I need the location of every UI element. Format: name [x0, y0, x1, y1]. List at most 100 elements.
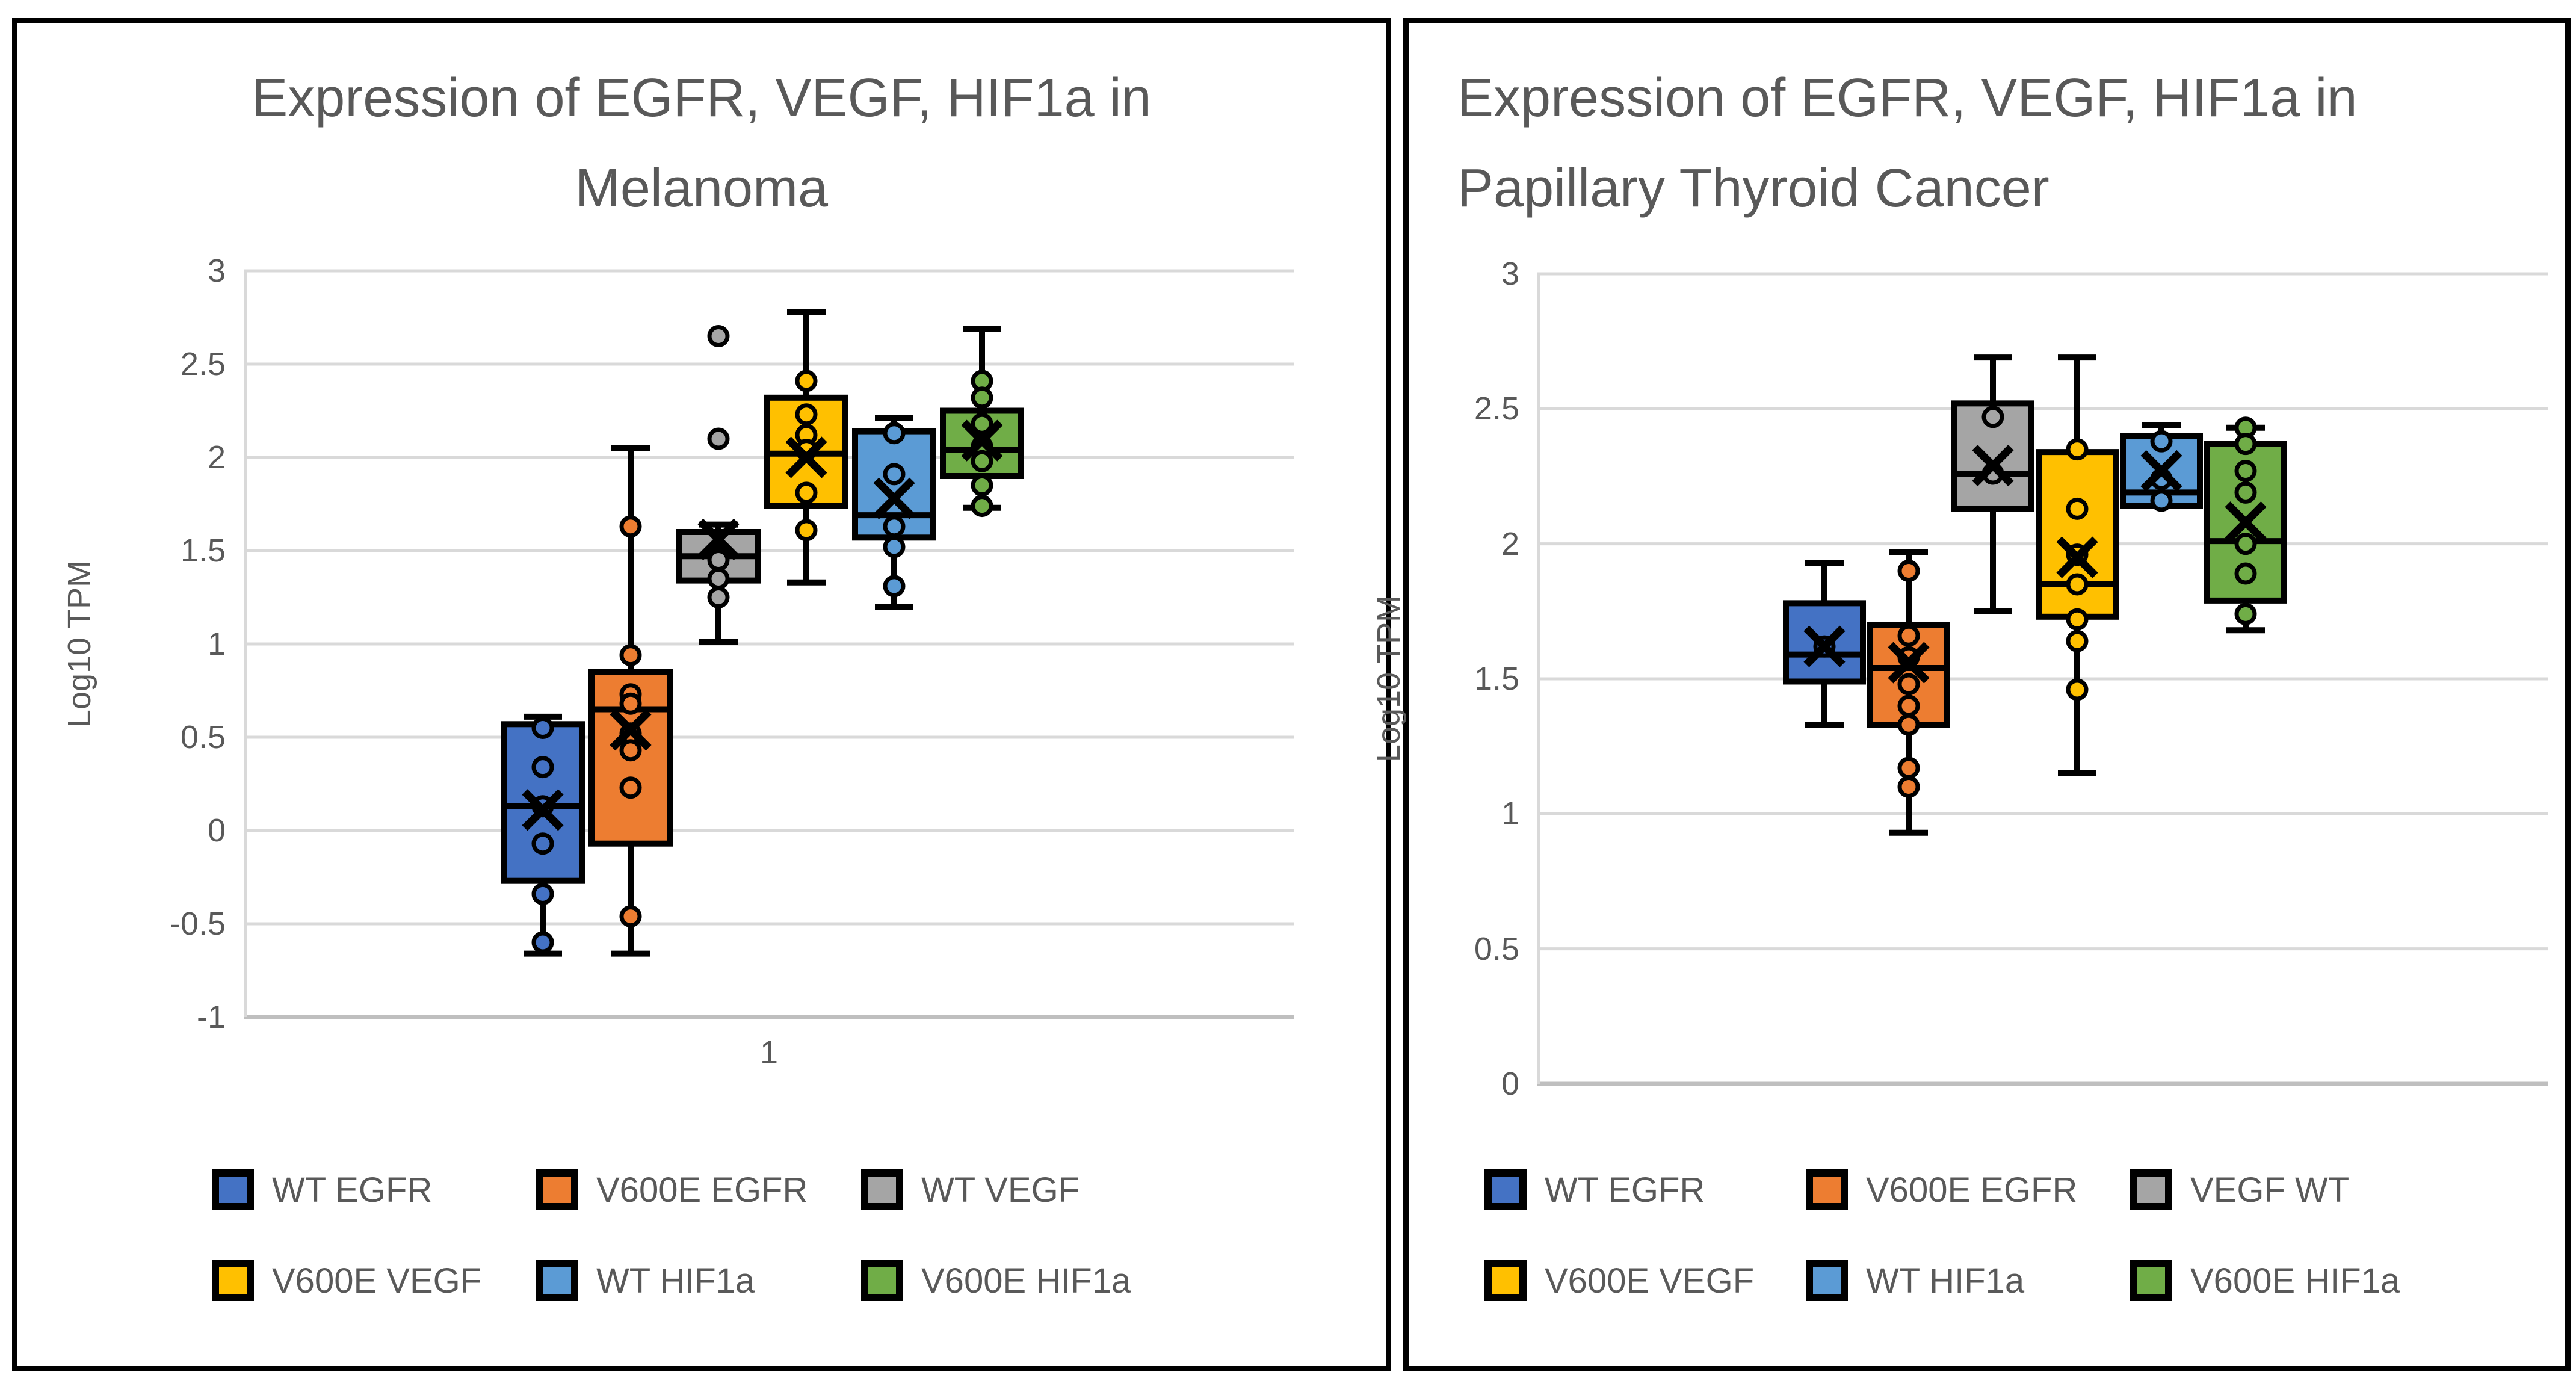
data-point — [707, 568, 730, 590]
mean-marker — [2056, 536, 2098, 578]
data-point — [795, 519, 818, 542]
legend-swatch — [861, 1169, 903, 1210]
data-point — [2066, 573, 2089, 596]
data-point — [2234, 460, 2257, 483]
box-plot-wt-vegf — [676, 325, 761, 645]
chart-title-line: Papillary Thyroid Cancer — [1457, 158, 2049, 218]
data-point — [971, 412, 993, 435]
data-point — [2234, 562, 2257, 585]
plot-area-melanoma — [244, 269, 1294, 1019]
legend-label: VEGF WT — [2190, 1170, 2350, 1210]
legend-item-wt-hif1a: WT HIF1a — [1806, 1260, 2024, 1302]
data-point — [883, 515, 906, 538]
data-point — [795, 403, 818, 426]
y-tick-label: 2 — [207, 439, 226, 475]
mean-marker — [961, 419, 1003, 462]
data-point — [2066, 608, 2089, 631]
box-plot-v600e-hif1a — [940, 326, 1024, 518]
y-tick-label: 1 — [207, 626, 226, 662]
legend-item-wt-egfr: WT EGFR — [212, 1169, 432, 1211]
data-point — [1897, 756, 1920, 779]
box-plot-wt-egfr — [501, 713, 585, 957]
data-point — [883, 422, 906, 445]
plot-area-papillary-thyroid — [1537, 272, 2548, 1086]
data-point — [2234, 433, 2257, 456]
data-point — [531, 832, 554, 855]
legend-swatch — [212, 1169, 254, 1210]
legend-label: V600E HIF1a — [921, 1261, 1131, 1301]
data-point — [619, 515, 642, 538]
data-point — [883, 463, 906, 486]
data-point — [883, 575, 906, 598]
mean-marker — [697, 518, 740, 560]
legend-swatch — [212, 1260, 254, 1301]
panel-melanoma — [12, 18, 1391, 1371]
legend-item-v600e-egfr: V600E EGFR — [1806, 1169, 2077, 1211]
iqr-box — [1783, 600, 1866, 685]
chart-title-line: Melanoma — [575, 158, 829, 218]
y-tick-label: 1.5 — [1474, 661, 1519, 697]
y-tick-label: 1 — [1501, 796, 1519, 832]
legend-label: WT VEGF — [921, 1170, 1080, 1210]
legend-item-v600e-hif1a: V600E HIF1a — [861, 1260, 1131, 1302]
legend-label: V600E EGFR — [596, 1170, 808, 1210]
mean-marker — [2225, 501, 2267, 543]
data-point — [971, 386, 993, 409]
data-point — [1897, 673, 1920, 696]
y-tick-label: 0 — [1501, 1066, 1519, 1102]
y-tick-label: 2.5 — [180, 346, 226, 382]
legend-item-wt-hif1a: WT HIF1a — [536, 1260, 755, 1302]
box-plot-v600e-vegf — [764, 309, 848, 586]
mean-marker — [610, 709, 652, 751]
data-point — [531, 931, 554, 954]
data-point — [2150, 430, 2173, 453]
data-point — [795, 481, 818, 504]
data-point — [531, 882, 554, 905]
data-point — [1981, 406, 2004, 428]
legend-label: V600E HIF1a — [2190, 1261, 2400, 1301]
chart-title-melanoma: Expression of EGFR, VEGF, HIF1a in Melan… — [12, 53, 1391, 234]
data-point — [619, 739, 642, 762]
legend-item-v600e-vegf: V600E VEGF — [1484, 1260, 1754, 1302]
legend-swatch — [1484, 1260, 1527, 1301]
legend-label: WT EGFR — [1545, 1170, 1705, 1210]
legend-item-vegf-wt: VEGF WT — [2130, 1169, 2349, 1211]
legend-swatch — [536, 1260, 578, 1301]
data-point — [795, 370, 818, 392]
data-point — [1897, 713, 1920, 736]
data-point — [2066, 629, 2089, 652]
data-point — [619, 692, 642, 715]
legend-label: WT HIF1a — [596, 1261, 755, 1301]
y-tick-label: 1.5 — [180, 533, 226, 569]
legend-swatch — [2130, 1260, 2172, 1301]
box-plot-vegf-wt — [1951, 354, 2034, 614]
legend-label: WT EGFR — [272, 1170, 433, 1210]
data-point — [2234, 481, 2257, 504]
y-tick-label: 0 — [207, 812, 226, 849]
data-point — [2234, 602, 2257, 625]
mean-marker — [1803, 625, 1846, 667]
legend-label: WT HIF1a — [1866, 1261, 2025, 1301]
chart-title-line: Expression of EGFR, VEGF, HIF1a in — [1457, 68, 2358, 128]
data-point — [707, 427, 730, 450]
data-point — [2066, 678, 2089, 701]
y-tick-label: 3 — [207, 253, 226, 289]
x-axis-tick-label: 1 — [759, 1035, 779, 1071]
mean-marker — [1888, 642, 1930, 684]
y-tick-label: 0.5 — [1474, 930, 1519, 967]
legend-swatch — [536, 1169, 578, 1210]
legend-item-v600e-vegf: V600E VEGF — [212, 1260, 481, 1302]
mean-marker — [1972, 444, 2014, 487]
box-plot-wt-egfr — [1783, 560, 1866, 728]
y-tick-label: 2.5 — [1474, 391, 1519, 427]
data-point — [619, 776, 642, 799]
legend-item-v600e-hif1a: V600E HIF1a — [2130, 1260, 2400, 1302]
legend-label: V600E EGFR — [1866, 1170, 2078, 1210]
legend-label: V600E VEGF — [272, 1261, 482, 1301]
data-point — [971, 474, 993, 496]
data-point — [531, 717, 554, 739]
data-point — [619, 644, 642, 667]
legend-swatch — [1806, 1169, 1848, 1210]
legend-label: V600E VEGF — [1545, 1261, 1755, 1301]
y-tick-label: -1 — [196, 999, 226, 1035]
